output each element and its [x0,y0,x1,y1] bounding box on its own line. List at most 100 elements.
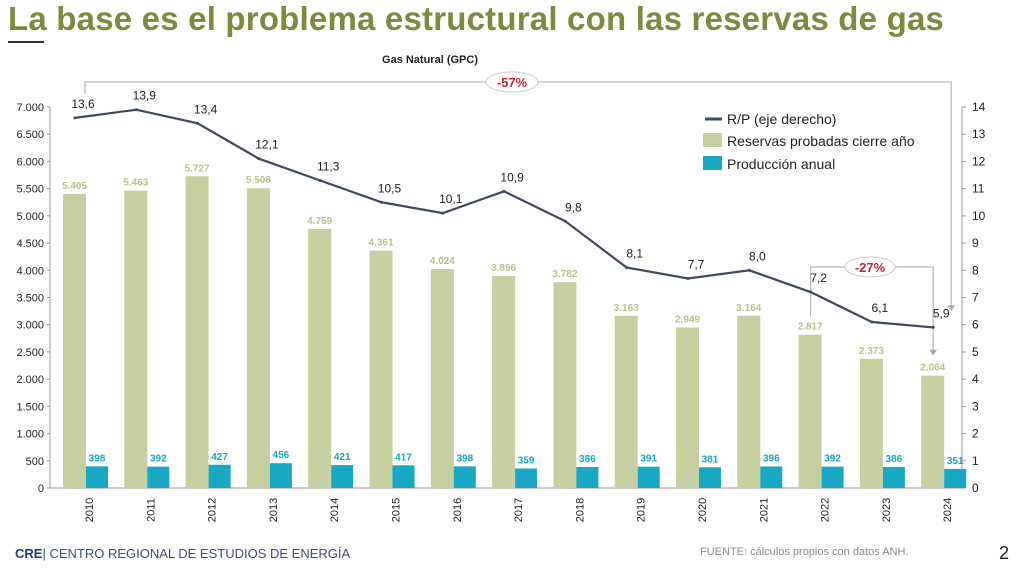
rp-point [625,266,629,270]
reserves-label: 3.896 [491,263,516,274]
rp-point [257,157,261,161]
production-bar [944,468,967,488]
production-label: 427 [211,452,228,463]
reserves-bar [921,375,945,488]
arrow-down-icon [929,349,938,356]
rp-label: 11,3 [317,159,340,173]
production-label: 391 [640,454,657,465]
production-label: 421 [334,452,351,463]
x-tick-label: 2015 [391,498,403,522]
reserves-bar [859,358,883,488]
rp-point [73,116,77,120]
production-label: 398 [89,453,106,464]
rp-label: 7,7 [688,257,705,271]
rp-label: 5,9 [933,306,950,320]
reserves-bar [124,190,148,488]
legend-rp: R/P (eje derecho) [727,111,836,127]
x-tick-label: 2014 [329,498,341,522]
footer-source: FUENTE: cálculos propios con datos ANH. [700,546,909,558]
production-label: 392 [150,454,167,465]
reserves-bar [63,193,86,488]
production-label: 396 [763,453,780,464]
production-bar [147,466,170,488]
x-tick-label: 2010 [84,498,96,522]
reserves-label: 4.759 [307,216,332,227]
footer-org: CRE| CENTRO REGIONAL DE ESTUDIOS DE ENER… [15,546,350,561]
legend-reserves: Reservas probadas cierre año [727,133,915,149]
rp-point [563,219,567,223]
rp-label: 8,0 [749,249,766,263]
x-tick-label: 2019 [636,498,648,522]
rp-point [809,290,813,294]
production-bar [760,466,783,488]
rp-label: 13,6 [71,97,95,111]
production-bar [86,466,108,488]
reserves-bar [798,334,822,488]
y-right-tick: 6 [972,318,979,332]
page-number: 2 [999,543,1010,563]
rp-point [318,178,322,182]
y-left-tick: 3.000 [16,320,44,332]
reserves-label: 4.024 [430,256,455,267]
y-right-tick: 13 [972,127,986,141]
x-tick-label: 2012 [207,498,219,522]
legend-reserves-swatch [703,133,722,147]
rp-label: 13,9 [133,89,157,103]
reserves-label: 4.361 [368,238,393,249]
reserves-label: 3.782 [552,269,577,280]
y-right-tick: 8 [972,263,979,277]
x-tick-label: 2018 [574,498,586,522]
reserves-bar [676,327,699,488]
rp-point [502,189,506,193]
reserves-bar [308,228,332,488]
production-label: 398 [456,453,473,464]
production-bar [453,466,476,488]
rp-label: 10,9 [500,170,524,184]
production-bar [208,464,231,488]
rp-label: 7,2 [810,271,827,285]
production-bar [637,466,660,488]
production-bar [699,467,721,488]
y-left-tick: 2.500 [16,347,44,359]
rp-point [441,211,445,215]
y-right-tick: 2 [972,427,979,441]
y-right-tick: 3 [972,399,979,413]
rp-label: 12,1 [255,138,279,152]
reserves-label: 5.405 [62,181,87,192]
x-tick-label: 2016 [452,498,464,522]
y-right-tick: 9 [972,236,979,250]
production-bar [331,465,354,488]
y-right-tick: 11 [972,182,985,196]
x-tick-label: 2011 [145,498,157,522]
y-left-tick: 0 [38,483,44,495]
y-right-tick: 5 [972,345,979,359]
reserves-bar [185,176,209,488]
y-right-tick: 0 [972,481,979,495]
y-left-tick: 4.500 [16,238,44,250]
production-bar [515,468,538,488]
y-right-tick: 14 [972,100,986,114]
badge-27 [844,256,896,278]
y-left-tick: 5.000 [16,211,44,223]
y-right-tick: 1 [972,454,979,468]
arrow-down-icon [947,305,956,312]
x-tick-label: 2024 [942,498,954,522]
rp-label: 10,1 [439,192,463,206]
y-left-tick: 6.000 [16,156,44,168]
production-bar [269,463,292,488]
x-tick-label: 2021 [758,498,770,522]
reserves-bar [614,315,638,488]
y-left-tick: 1.000 [16,429,44,441]
x-tick-label: 2022 [820,498,832,522]
production-bar [392,465,415,488]
production-label: 381 [702,454,719,465]
title-rule [8,41,44,43]
reserves-label: 5.463 [123,178,148,189]
gas-chart: Gas Natural (GPC) 0 500 1.000 1.500 2.000 2.50… [16,54,986,522]
annotation-57: -57% [497,75,528,90]
rp-point [747,268,751,272]
reserves-bar [553,282,577,488]
legend-production-swatch [703,156,722,170]
x-tick-label: 2017 [513,498,525,522]
reserves-label: 5.508 [246,175,271,186]
